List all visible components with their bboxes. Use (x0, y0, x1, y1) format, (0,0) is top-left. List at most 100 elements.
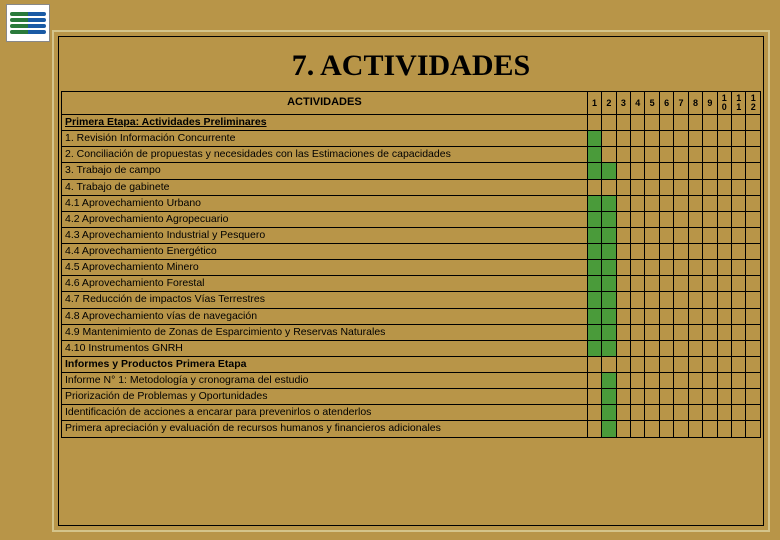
activity-label: 3. Trabajo de campo (62, 163, 588, 179)
gantt-cell (659, 292, 673, 308)
gantt-cell (746, 308, 761, 324)
gantt-cell (717, 356, 731, 372)
gantt-cell (616, 373, 630, 389)
gantt-cell (631, 405, 645, 421)
gantt-cell (703, 308, 717, 324)
gantt-cell (746, 227, 761, 243)
gantt-cell (688, 308, 702, 324)
gantt-cell (674, 356, 688, 372)
gantt-cell (616, 421, 630, 437)
activity-label: Primera Etapa: Actividades Preliminares (62, 115, 588, 131)
gantt-cell (602, 227, 616, 243)
column-header-5: 5 (645, 92, 659, 115)
activity-label: 4.9 Mantenimiento de Zonas de Esparcimie… (62, 324, 588, 340)
table-row: Priorización de Problemas y Oportunidade… (62, 389, 761, 405)
gantt-cell (674, 389, 688, 405)
gantt-cell (602, 389, 616, 405)
gantt-cell (631, 373, 645, 389)
activity-label: 4.5 Aprovechamiento Minero (62, 260, 588, 276)
gantt-cell (659, 147, 673, 163)
gantt-cell (732, 115, 746, 131)
gantt-cell (602, 115, 616, 131)
gantt-cell (616, 163, 630, 179)
gantt-cell (602, 292, 616, 308)
gantt-cell (645, 147, 659, 163)
gantt-cell (587, 389, 601, 405)
gantt-cell (746, 131, 761, 147)
gantt-cell (616, 276, 630, 292)
gantt-cell (631, 421, 645, 437)
gantt-cell (688, 211, 702, 227)
gantt-cell (674, 115, 688, 131)
column-header-2: 2 (602, 92, 616, 115)
gantt-cell (703, 147, 717, 163)
gantt-cell (587, 308, 601, 324)
gantt-cell (616, 131, 630, 147)
gantt-cell (674, 324, 688, 340)
gantt-cell (746, 260, 761, 276)
gantt-cell (674, 308, 688, 324)
gantt-cell (616, 324, 630, 340)
gantt-cell (631, 147, 645, 163)
gantt-cell (659, 324, 673, 340)
gantt-cell (616, 211, 630, 227)
gantt-cell (616, 115, 630, 131)
gantt-cell (703, 324, 717, 340)
gantt-cell (717, 131, 731, 147)
table-row: 4.5 Aprovechamiento Minero (62, 260, 761, 276)
table-row: 4.9 Mantenimiento de Zonas de Esparcimie… (62, 324, 761, 340)
activity-label: 4.1 Aprovechamiento Urbano (62, 195, 588, 211)
activity-label: 4.4 Aprovechamiento Energético (62, 244, 588, 260)
gantt-cell (631, 260, 645, 276)
gantt-cell (746, 211, 761, 227)
column-header-8: 8 (688, 92, 702, 115)
activity-label: 4.7 Reducción de impactos Vías Terrestre… (62, 292, 588, 308)
table-row: 4.6 Aprovechamiento Forestal (62, 276, 761, 292)
column-header-11: 11 (732, 92, 746, 115)
gantt-cell (659, 179, 673, 195)
gantt-cell (659, 340, 673, 356)
gantt-cell (717, 292, 731, 308)
gantt-cell (645, 211, 659, 227)
table-row: Primera apreciación y evaluación de recu… (62, 421, 761, 437)
gantt-cell (645, 163, 659, 179)
gantt-cell (746, 292, 761, 308)
gantt-cell (732, 131, 746, 147)
activity-label: Primera apreciación y evaluación de recu… (62, 421, 588, 437)
gantt-cell (746, 340, 761, 356)
gantt-cell (616, 147, 630, 163)
gantt-cell (688, 244, 702, 260)
gantt-cell (616, 244, 630, 260)
gantt-cell (631, 115, 645, 131)
activity-label: 2. Conciliación de propuestas y necesida… (62, 147, 588, 163)
table-row: 4.4 Aprovechamiento Energético (62, 244, 761, 260)
gantt-cell (674, 179, 688, 195)
gantt-cell (688, 195, 702, 211)
gantt-cell (616, 308, 630, 324)
gantt-cell (645, 389, 659, 405)
gantt-cell (602, 276, 616, 292)
gantt-cell (732, 179, 746, 195)
gantt-cell (587, 211, 601, 227)
gantt-cell (732, 421, 746, 437)
gantt-cell (688, 389, 702, 405)
table-row: 4.3 Aprovechamiento Industrial y Pesquer… (62, 227, 761, 243)
gantt-cell (602, 179, 616, 195)
activity-label: Informe N° 1: Metodología y cronograma d… (62, 373, 588, 389)
gantt-cell (732, 373, 746, 389)
gantt-cell (587, 260, 601, 276)
gantt-cell (717, 195, 731, 211)
gantt-cell (602, 324, 616, 340)
gantt-cell (688, 405, 702, 421)
gantt-cell (587, 356, 601, 372)
gantt-cell (703, 211, 717, 227)
gantt-cell (688, 292, 702, 308)
gantt-cell (746, 163, 761, 179)
gantt-cell (645, 373, 659, 389)
gantt-cell (659, 115, 673, 131)
gantt-cell (746, 276, 761, 292)
gantt-cell (703, 115, 717, 131)
gantt-cell (688, 147, 702, 163)
gantt-cell (746, 324, 761, 340)
gantt-cell (746, 421, 761, 437)
